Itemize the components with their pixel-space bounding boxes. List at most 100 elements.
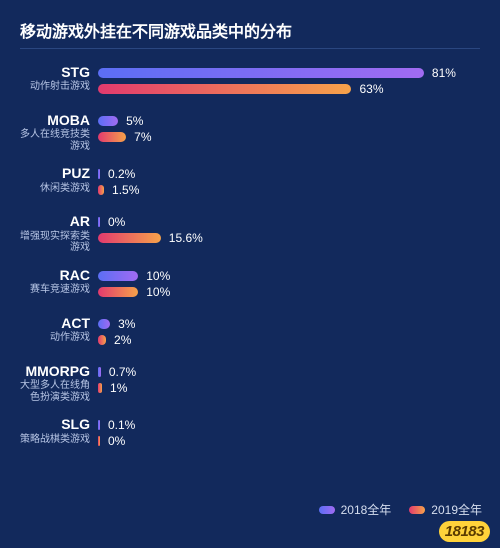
bar-2018 <box>98 169 100 179</box>
value-label-2019: 2% <box>114 333 131 347</box>
chart-rows: STG动作射击游戏81%63%MOBA多人在线竞技类游戏5%7%PUZ休闲类游戏… <box>20 65 480 451</box>
category-sublabel: 多人在线竞技类游戏 <box>20 129 90 152</box>
category-labels: SLG策略战棋类游戏 <box>20 417 98 445</box>
value-label-2018: 0.2% <box>108 167 135 181</box>
category-sublabel: 动作射击游戏 <box>20 81 90 93</box>
category-labels: ACT动作游戏 <box>20 316 98 344</box>
bar-2019 <box>98 335 106 345</box>
category-sublabel: 休闲类游戏 <box>20 183 90 195</box>
legend-item-2018: 2018全年 <box>319 501 392 518</box>
category-row: AR 增强现实探索类游戏 0% 15.6% <box>20 214 480 253</box>
legend-item-2019: 2019全年 <box>409 501 482 518</box>
bar-wrap-2018: 0.1% <box>98 419 480 431</box>
legend-label-2018: 2018全年 <box>341 501 392 518</box>
bars-group: 0.1% 0% <box>98 417 480 451</box>
value-label-2018: 0.1% <box>108 418 135 432</box>
bars-group: 10%10% <box>98 268 480 302</box>
chart-container: 移动游戏外挂在不同游戏品类中的分布 STG动作射击游戏 81% 63% MOBA多人在… <box>0 0 500 548</box>
bar-2019 <box>98 233 161 243</box>
bars-group: 0% 15.6% <box>98 214 480 248</box>
bar-wrap-2019: 1.5% <box>98 184 480 196</box>
site-logo: 18183 <box>439 521 490 542</box>
bar-wrap-2019: 1% <box>98 382 480 394</box>
bar-2018 <box>98 319 110 329</box>
bar-2018 <box>98 367 101 377</box>
category-row: MOBA多人在线竞技类游戏5%7% <box>20 113 480 152</box>
category-row: SLG策略战棋类游戏 0.1% 0% <box>20 417 480 451</box>
category-labels: MOBA多人在线竞技类游戏 <box>20 113 98 152</box>
category-row: ACT动作游戏3%2% <box>20 316 480 350</box>
category-abbr: STG <box>20 65 90 80</box>
bar-wrap-2019: 63% <box>98 83 480 95</box>
title-underline <box>20 48 480 49</box>
value-label-2019: 1% <box>110 381 127 395</box>
category-labels: STG动作射击游戏 <box>20 65 98 93</box>
bar-wrap-2018: 3% <box>98 318 480 330</box>
bar-2018 <box>98 116 118 126</box>
bar-2019 <box>98 84 351 94</box>
bar-wrap-2019: 7% <box>98 131 480 143</box>
value-label-2018: 10% <box>146 269 170 283</box>
category-sublabel: 策略战棋类游戏 <box>20 434 90 446</box>
value-label-2019: 1.5% <box>112 183 139 197</box>
category-row: PUZ 休闲类游戏 0.2% 1.5% <box>20 166 480 200</box>
category-abbr: ACT <box>20 316 90 331</box>
legend-label-2019: 2019全年 <box>431 501 482 518</box>
bar-wrap-2018: 5% <box>98 115 480 127</box>
bar-wrap-2018: 10% <box>98 270 480 282</box>
category-abbr: MMORPG <box>20 364 90 379</box>
category-abbr: AR <box>20 214 90 229</box>
bar-wrap-2019: 15.6% <box>98 232 480 244</box>
bar-2019 <box>98 287 138 297</box>
bar-2018 <box>98 420 100 430</box>
bar-2019 <box>98 185 104 195</box>
category-sublabel: 赛车竞速游戏 <box>20 284 90 296</box>
bar-2019 <box>98 383 102 393</box>
logo-text: 18183 <box>439 521 490 542</box>
value-label-2019: 15.6% <box>169 231 203 245</box>
bar-2018 <box>98 271 138 281</box>
legend-swatch-2019 <box>409 506 425 514</box>
category-labels: PUZ 休闲类游戏 <box>20 166 98 194</box>
legend: 2018全年 2019全年 <box>319 501 482 518</box>
bar-wrap-2019: 10% <box>98 286 480 298</box>
bar-wrap-2018: 0.2% <box>98 168 480 180</box>
bars-group: 5%7% <box>98 113 480 147</box>
bars-group: 0.2% 1.5% <box>98 166 480 200</box>
bars-group: 3%2% <box>98 316 480 350</box>
value-label-2018: 3% <box>118 317 135 331</box>
category-abbr: RAC <box>20 268 90 283</box>
bar-wrap-2018: 81% <box>98 67 480 79</box>
value-label-2018: 0% <box>108 215 125 229</box>
category-labels: RAC赛车竞速游戏 <box>20 268 98 296</box>
value-label-2019: 63% <box>359 82 383 96</box>
bar-2019 <box>98 132 126 142</box>
bar-2019 <box>98 436 100 446</box>
value-label-2019: 7% <box>134 130 151 144</box>
category-abbr: MOBA <box>20 113 90 128</box>
bar-wrap-2018: 0% <box>98 216 480 228</box>
value-label-2018: 81% <box>432 66 456 80</box>
category-abbr: PUZ <box>20 166 90 181</box>
chart-title: 移动游戏外挂在不同游戏品类中的分布 <box>20 18 480 42</box>
bar-2018 <box>98 217 100 227</box>
category-labels: AR 增强现实探索类游戏 <box>20 214 98 253</box>
bars-group: 0.7% 1% <box>98 364 480 398</box>
category-sublabel: 增强现实探索类游戏 <box>20 231 90 254</box>
category-row: MMORPG大型多人在线角色扮演类游戏 0.7% 1% <box>20 364 480 403</box>
value-label-2019: 10% <box>146 285 170 299</box>
bar-wrap-2019: 0% <box>98 435 480 447</box>
category-row: STG动作射击游戏 81% 63% <box>20 65 480 99</box>
category-sublabel: 动作游戏 <box>20 332 90 344</box>
category-labels: MMORPG大型多人在线角色扮演类游戏 <box>20 364 98 403</box>
category-row: RAC赛车竞速游戏10%10% <box>20 268 480 302</box>
bar-wrap-2018: 0.7% <box>98 366 480 378</box>
bars-group: 81% 63% <box>98 65 480 99</box>
legend-swatch-2018 <box>319 506 335 514</box>
value-label-2018: 5% <box>126 114 143 128</box>
bar-2018 <box>98 68 424 78</box>
bar-wrap-2019: 2% <box>98 334 480 346</box>
value-label-2019: 0% <box>108 434 125 448</box>
value-label-2018: 0.7% <box>109 365 136 379</box>
category-sublabel: 大型多人在线角色扮演类游戏 <box>20 380 90 403</box>
